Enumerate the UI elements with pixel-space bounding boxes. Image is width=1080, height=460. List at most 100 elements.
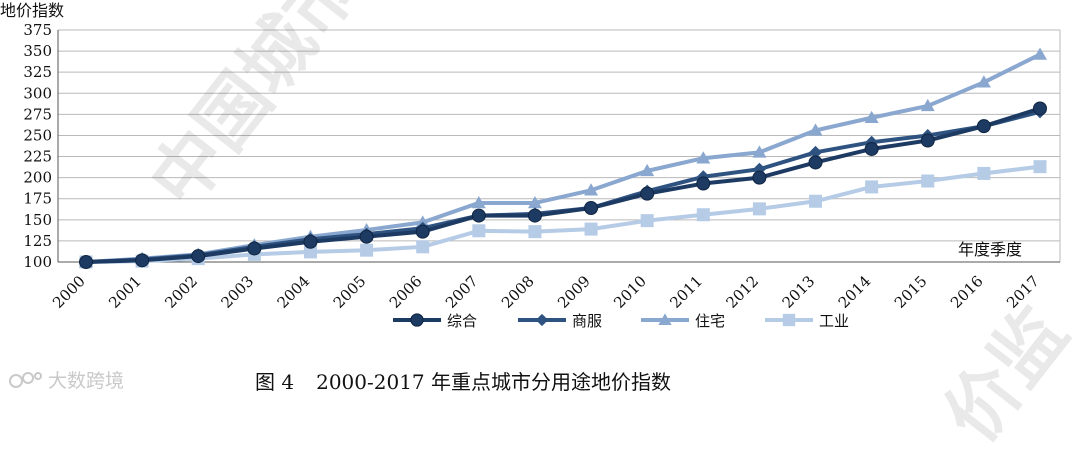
data-point <box>976 75 991 88</box>
data-point <box>584 201 599 216</box>
x-tick-label: 2003 <box>217 272 257 312</box>
series-line <box>85 109 1041 264</box>
data-point <box>752 170 767 185</box>
y-tick-label: 275 <box>23 105 52 123</box>
data-point <box>752 202 766 216</box>
y-axis-title: 地价指数 <box>0 1 64 20</box>
figure-title: 2000-2017 年重点城市分用途地价指数 <box>316 370 672 394</box>
data-point <box>1033 101 1047 116</box>
legend-item: 住宅 <box>641 312 725 330</box>
data-point <box>584 222 598 236</box>
data-point <box>696 208 710 222</box>
x-tick-label: 2011 <box>666 272 706 312</box>
data-point <box>415 224 430 239</box>
x-axis-title: 年度季度 <box>958 240 1022 259</box>
data-point <box>303 245 317 259</box>
data-point <box>528 225 542 239</box>
x-tick-label: 2002 <box>161 272 201 312</box>
data-point <box>808 155 823 170</box>
x-tick-label: 2004 <box>274 272 314 312</box>
data-point <box>135 253 150 268</box>
data-point <box>535 313 549 327</box>
figure-caption: 图 4 2000-2017 年重点城市分用途地价指数 <box>255 366 693 395</box>
series-line <box>85 164 1041 264</box>
series-3 <box>79 47 1047 268</box>
x-tick-label: 2013 <box>779 272 819 312</box>
x-tick-label: 2006 <box>386 272 426 312</box>
legend-label: 商服 <box>572 312 602 330</box>
x-tick-label: 2015 <box>891 272 931 312</box>
line-chart: 100 125 150 175 200 225 250 275 300 325 350 375 2000… <box>0 1 1061 330</box>
grid-lines <box>58 29 1060 263</box>
y-tick-label: 200 <box>23 169 52 187</box>
data-point <box>191 249 206 264</box>
y-tick-label: 250 <box>23 126 52 144</box>
data-point <box>360 243 374 257</box>
data-point <box>1033 160 1047 174</box>
data-point <box>303 234 318 249</box>
series-lines <box>79 47 1047 269</box>
data-point <box>471 195 486 209</box>
data-point <box>472 224 486 238</box>
data-point <box>696 176 711 191</box>
series-1 <box>79 101 1047 269</box>
data-point <box>920 133 935 148</box>
series-2 <box>79 105 1047 269</box>
data-point <box>864 141 879 156</box>
data-point <box>584 183 599 196</box>
x-tick-label: 2001 <box>105 272 145 312</box>
axes: 100 125 150 175 200 225 250 275 300 325 350 375 2000… <box>23 21 1061 312</box>
y-tick-label: 125 <box>23 232 52 250</box>
data-point <box>808 123 823 136</box>
x-tick-label: 2017 <box>1003 272 1043 312</box>
data-point <box>79 255 93 269</box>
data-point <box>359 229 374 244</box>
y-tick-label: 150 <box>23 211 52 229</box>
data-point <box>809 194 823 208</box>
legend-item: 综合 <box>393 312 477 330</box>
data-point <box>471 208 486 223</box>
data-point <box>696 151 711 164</box>
x-tick-label: 2000 <box>49 272 89 312</box>
legend-label: 综合 <box>447 312 477 330</box>
y-tick-label: 350 <box>23 42 52 60</box>
source-watermark: 大数跨境 <box>8 366 124 393</box>
y-tick-label: 175 <box>23 190 52 208</box>
x-tick-label: 2010 <box>610 272 650 312</box>
legend-item: 工业 <box>765 312 849 330</box>
watermark-text: 大数跨境 <box>48 370 125 392</box>
data-point <box>977 166 991 180</box>
data-point <box>782 313 796 327</box>
data-point <box>976 119 991 134</box>
y-tick-label: 100 <box>23 253 52 271</box>
y-tick-label: 375 <box>23 21 52 39</box>
y-tick-label: 325 <box>23 63 52 81</box>
data-point <box>410 313 424 327</box>
x-tick-label: 2007 <box>442 272 482 312</box>
data-point <box>658 313 672 325</box>
data-point <box>809 145 823 159</box>
weibo-logo-icon <box>9 371 42 388</box>
data-point <box>921 174 935 188</box>
x-tick-label: 2005 <box>330 272 370 312</box>
data-point <box>247 241 262 256</box>
data-point <box>640 186 655 201</box>
x-tick-label: 2016 <box>947 272 987 312</box>
data-point <box>1033 47 1047 60</box>
data-point <box>865 180 879 194</box>
data-point <box>920 98 935 112</box>
legend: 综合 商服 住宅 工业 <box>393 312 849 330</box>
data-point <box>415 215 430 228</box>
data-point <box>527 208 542 223</box>
data-point <box>640 214 654 228</box>
data-point <box>640 163 655 177</box>
y-tick-label: 225 <box>23 148 52 166</box>
x-tick-label: 2014 <box>835 272 875 312</box>
data-point <box>527 195 542 209</box>
data-point <box>864 110 879 123</box>
x-tick-label: 2008 <box>498 272 538 312</box>
series-line <box>85 106 1041 264</box>
legend-label: 住宅 <box>695 312 725 330</box>
legend-label: 工业 <box>819 312 849 330</box>
x-tick-label: 2012 <box>723 272 763 312</box>
